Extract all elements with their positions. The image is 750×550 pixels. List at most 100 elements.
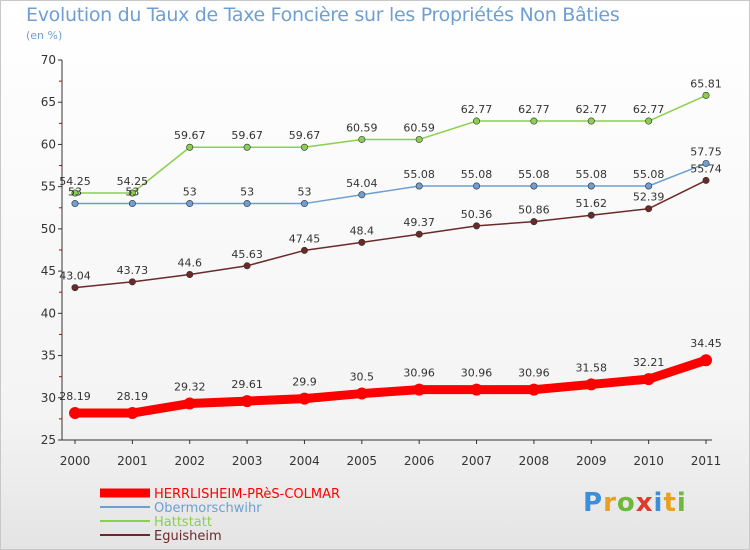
data-point <box>587 117 595 125</box>
y-axis-unit: (en %) <box>26 29 63 42</box>
data-label: 54.04 <box>346 177 378 190</box>
data-label: 59.67 <box>174 129 206 142</box>
data-point <box>587 182 595 190</box>
data-label: 30.96 <box>461 367 493 380</box>
y-tick-label: 25 <box>41 433 56 447</box>
data-point <box>415 135 423 143</box>
proxiti-logo: Proxiti <box>583 488 693 528</box>
data-point <box>183 397 196 410</box>
data-point <box>358 238 366 246</box>
data-point <box>358 191 366 199</box>
legend-label: Eguisheim <box>154 529 222 544</box>
series-layer <box>69 91 712 420</box>
data-label: 48.4 <box>350 224 375 237</box>
data-point <box>702 176 710 184</box>
data-point <box>71 200 79 208</box>
data-label: 59.67 <box>231 129 263 142</box>
data-label: 53 <box>125 186 139 199</box>
data-point <box>700 354 712 367</box>
data-point <box>186 143 194 151</box>
data-label: 50.36 <box>461 208 493 221</box>
data-label: 57.75 <box>690 145 722 158</box>
logo-letter: i <box>653 488 664 518</box>
y-tick-label: 50 <box>41 222 56 236</box>
data-label: 34.45 <box>690 337 722 350</box>
data-point <box>473 182 481 190</box>
x-tick-label: 2007 <box>461 454 492 468</box>
data-point <box>645 117 653 125</box>
data-point <box>298 392 311 405</box>
data-label: 32.21 <box>633 356 665 369</box>
data-point <box>71 284 79 292</box>
data-point <box>530 218 538 226</box>
data-point <box>71 189 79 197</box>
logo-letter: x <box>635 488 654 518</box>
data-label: 45.63 <box>231 248 263 261</box>
series-line-0 <box>70 355 711 418</box>
data-point <box>186 270 194 278</box>
data-label: 28.19 <box>59 390 91 403</box>
data-point <box>702 91 710 99</box>
y-tick-label: 30 <box>41 391 56 405</box>
data-label: 51.62 <box>576 197 608 210</box>
data-point <box>69 407 81 420</box>
data-label: 30.96 <box>518 367 550 380</box>
x-tick-label: 2004 <box>289 454 320 468</box>
data-point <box>585 378 598 391</box>
data-label: 43.73 <box>117 264 149 277</box>
data-point <box>473 222 481 230</box>
data-point <box>413 383 426 396</box>
data-label: 43.04 <box>59 270 91 283</box>
y-tick-label: 70 <box>41 53 56 67</box>
data-label: 30.5 <box>350 371 375 384</box>
data-label: 55.08 <box>576 168 608 181</box>
x-tick-label: 2008 <box>519 454 550 468</box>
data-point <box>645 205 653 213</box>
data-label: 55.74 <box>690 162 722 175</box>
data-point <box>415 230 423 238</box>
data-point <box>300 200 308 208</box>
y-tick-label: 65 <box>41 95 56 109</box>
data-label: 50.86 <box>518 204 550 217</box>
data-label: 52.39 <box>633 191 665 204</box>
data-point <box>243 262 251 270</box>
x-tick-label: 2011 <box>691 454 722 468</box>
x-tick-label: 2010 <box>633 454 664 468</box>
y-tick-label: 45 <box>41 264 56 278</box>
logo-letter: i <box>676 488 687 518</box>
data-point <box>128 200 136 208</box>
legend-label: Obermorschwihr <box>154 501 262 516</box>
data-label: 60.59 <box>403 121 435 134</box>
data-label: 29.61 <box>231 378 263 391</box>
data-point <box>126 407 139 420</box>
axes: 25 30 35 40 45 50 55 60 65 70 2000 2001 2002 2003 2004… <box>41 53 722 468</box>
legend-label: HERRLISHEIM-PRèS-COLMAR <box>154 487 340 502</box>
series-line-1 <box>74 162 707 205</box>
series-line-3 <box>74 179 707 289</box>
data-point <box>128 189 136 197</box>
data-label: 55.08 <box>403 168 435 181</box>
data-label: 54.25 <box>117 175 149 188</box>
data-point <box>243 143 251 151</box>
legend: HERRLISHEIM-PRèS-COLMARObermorschwihrHat… <box>100 487 340 544</box>
data-label: 59.67 <box>289 129 321 142</box>
data-label: 65.81 <box>690 77 722 90</box>
x-tick-label: 2002 <box>174 454 205 468</box>
data-point <box>415 182 423 190</box>
data-point <box>128 278 136 286</box>
x-tick-label: 2003 <box>232 454 263 468</box>
y-tick-label: 35 <box>41 349 56 363</box>
x-tick-label: 2005 <box>347 454 378 468</box>
data-label: 55.08 <box>518 168 550 181</box>
data-point <box>470 383 483 396</box>
data-point <box>473 117 481 125</box>
data-point <box>355 387 368 400</box>
x-tick-label: 2009 <box>576 454 607 468</box>
y-tick-label: 55 <box>41 180 56 194</box>
data-point <box>530 182 538 190</box>
logo-letter: t <box>663 488 677 518</box>
data-label: 62.77 <box>576 103 608 116</box>
data-label: 53 <box>68 186 82 199</box>
